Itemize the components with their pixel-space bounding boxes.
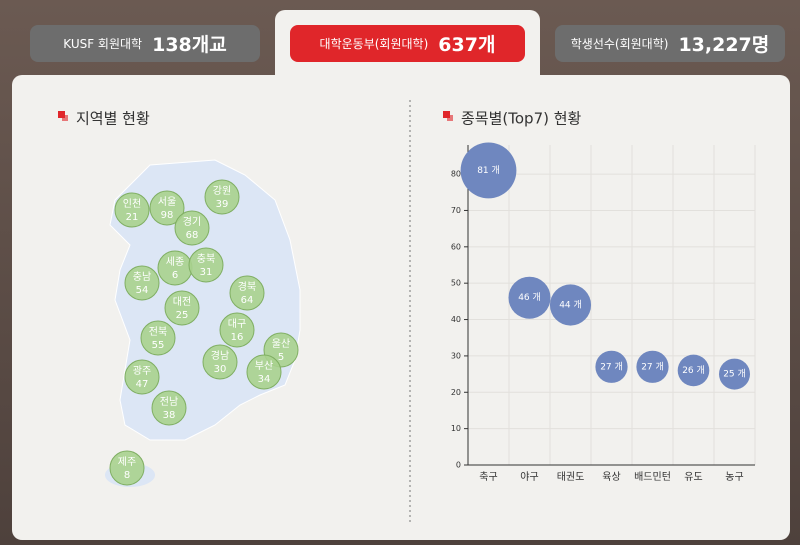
y-tick-label: 0 [456,461,461,470]
map-title: 지역별 현황 [76,110,150,128]
region-name: 강원 [213,185,231,197]
x-tick-label: 농구 [725,471,743,483]
icon [447,115,453,121]
region-name: 대전 [173,296,191,308]
value-label: 81 개 [477,165,500,176]
y-tick-label: 60 [451,242,461,251]
region-name: 제주 [118,456,136,468]
region-name: 충남 [133,271,151,283]
region-value: 16 [231,332,244,343]
icon [62,115,68,121]
region-value: 25 [176,310,189,321]
region-name: 서울 [158,196,176,208]
region-value: 47 [136,379,149,390]
region-name: 광주 [133,365,151,377]
region-name: 전북 [149,326,167,338]
region-name: 경북 [238,280,256,293]
region-value: 68 [186,230,199,241]
region-value: 31 [200,267,213,278]
y-tick-label: 20 [451,388,461,397]
region-value: 55 [152,340,165,351]
region-name: 인천 [123,198,141,210]
region-value: 21 [126,212,139,223]
region-name: 경기 [183,215,201,228]
y-tick-label: 70 [451,206,461,215]
y-tick-label: 30 [451,351,461,360]
region-name: 경남 [211,349,229,362]
region-value: 39 [216,199,229,210]
value-label: 44 개 [559,300,582,311]
x-tick-label: 야구 [520,471,538,483]
region-value: 64 [241,295,254,306]
x-tick-label: 유도 [684,471,702,483]
value-label: 25 개 [723,369,746,380]
y-tick-label: 80 [451,170,461,179]
y-tick-label: 50 [451,279,461,288]
region-name: 세종 [166,256,184,268]
y-tick-label: 40 [451,315,461,324]
x-tick-label: 배드민턴 [634,471,671,483]
region-name: 울산 [272,338,290,350]
region-value: 8 [124,470,130,481]
region-value: 38 [163,410,176,421]
panel: 지역별 현황 종목별(Top7) 현황 인천 21 서울 98 강원 39 경기 68 세종 6 충… [0,0,800,545]
region-name: 부산 [255,360,273,372]
region-value: 54 [136,285,149,296]
value-label: 26 개 [682,365,705,376]
region-name: 대구 [228,318,246,330]
region-value: 30 [214,364,227,375]
chart-title: 종목별(Top7) 현황 [461,110,582,128]
x-tick-label: 육상 [602,471,620,483]
value-label: 46 개 [518,292,541,303]
region-name: 충북 [197,253,215,265]
dashboard: KUSF 회원대학138개교 대학운동부(회원대학)637개 학생선수(회원대학… [0,0,800,545]
region-value: 34 [258,374,271,385]
x-tick-label: 축구 [479,471,497,483]
region-name: 전남 [160,396,178,408]
region-value: 5 [278,352,284,363]
value-label: 27 개 [600,361,623,372]
value-label: 27 개 [641,361,664,372]
x-tick-label: 태권도 [557,471,585,483]
region-value: 98 [161,210,174,221]
y-tick-label: 10 [451,424,461,433]
region-value: 6 [172,270,178,281]
